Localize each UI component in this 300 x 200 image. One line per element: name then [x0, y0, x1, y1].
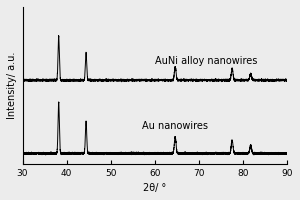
Text: AuNi alloy nanowires: AuNi alloy nanowires — [155, 56, 257, 66]
Y-axis label: Intensity/ a.u.: Intensity/ a.u. — [7, 52, 17, 119]
X-axis label: 2θ/ °: 2θ/ ° — [143, 183, 167, 193]
Text: Au nanowires: Au nanowires — [142, 121, 208, 131]
